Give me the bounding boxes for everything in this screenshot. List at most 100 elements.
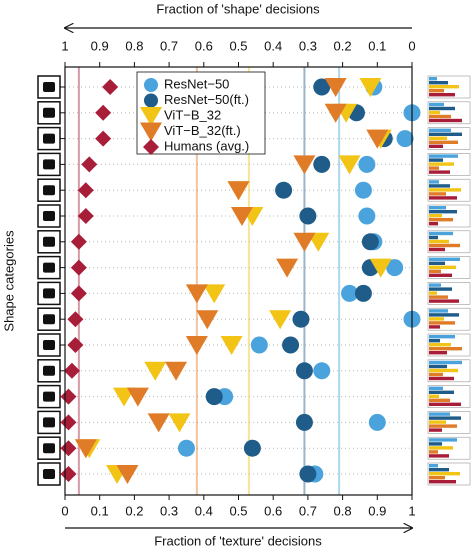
thumbnail-bar (429, 118, 462, 123)
point (361, 233, 379, 251)
thumbnail-bar (429, 446, 453, 450)
thumbnail-bar (429, 386, 443, 390)
thumbnail (427, 178, 471, 202)
thumbnail-bar (429, 420, 446, 424)
thumbnail-bar (429, 273, 452, 277)
category-icon-glyph (43, 469, 55, 479)
point (74, 439, 97, 459)
point (140, 107, 162, 126)
point (299, 465, 317, 483)
point (250, 336, 268, 354)
thumbnail-bar (429, 313, 459, 317)
x-tick-label: 1 (408, 503, 415, 518)
x2-tick-label: 0.8 (125, 38, 143, 53)
x-tick-label: 0.5 (229, 503, 247, 518)
point (220, 336, 243, 355)
x2-tick-label: 0.4 (264, 38, 282, 53)
x2-tick-label: 0.3 (299, 38, 317, 53)
thumbnail-bar (429, 102, 444, 107)
point (396, 130, 414, 148)
x2-tick-label: 0 (408, 38, 415, 53)
point (299, 207, 317, 225)
thumbnail-bar (429, 438, 457, 442)
thumbnail-bar (429, 243, 460, 248)
x2-tick-label: 0.2 (334, 38, 352, 53)
point (354, 181, 372, 199)
x2-tick-label: 0.5 (229, 38, 247, 53)
thumbnail-bar (429, 265, 456, 269)
thumbnail-bar (429, 398, 450, 402)
thumbnail (427, 230, 471, 254)
thumbnail-bar (429, 144, 443, 148)
thumbnail-bar (429, 235, 438, 240)
thumbnail-bar (429, 295, 448, 299)
thumbnail-bar (429, 154, 458, 158)
thumbnail (427, 462, 471, 486)
thumbnail (427, 101, 471, 125)
x-tick-label: 0.1 (91, 503, 109, 518)
point (276, 258, 299, 278)
thumbnail (427, 411, 471, 434)
thumbnail-bar (429, 77, 437, 81)
thumbnail-bar (429, 162, 454, 166)
thumbnail-bar (429, 347, 462, 351)
point (269, 310, 292, 330)
thumbnail-bar (429, 188, 461, 192)
point (292, 310, 310, 328)
thumbnail-bar (429, 368, 458, 373)
point (102, 79, 119, 95)
thumbnail-bar (429, 158, 443, 162)
thumbnail-bar (429, 180, 439, 184)
point (144, 93, 158, 108)
thumbnail (427, 359, 471, 383)
thumbnail (427, 282, 471, 305)
x2-tick-label: 0.7 (160, 38, 178, 53)
thumbnail-bar (429, 299, 459, 303)
thumbnail-bar (429, 257, 460, 261)
point (95, 104, 112, 121)
point (112, 387, 135, 407)
category-icon-glyph (43, 288, 55, 299)
thumbnail-bar (429, 360, 462, 365)
point (227, 181, 250, 201)
point (116, 465, 139, 484)
point (70, 285, 87, 302)
thumbnail-bar (429, 476, 445, 480)
point (295, 362, 313, 380)
point (185, 336, 208, 355)
thumbnail-bar (429, 106, 455, 111)
point (67, 311, 84, 328)
point (168, 413, 191, 433)
category-icon-glyph (43, 340, 55, 350)
thumbnail-bar (429, 218, 453, 222)
thumbnail-bar (429, 140, 458, 144)
point (60, 414, 77, 431)
point (230, 207, 253, 226)
thumbnail-bar (429, 247, 445, 252)
thumbnail-bar (429, 287, 452, 291)
legend-label: Humans (avg.) (164, 138, 249, 153)
point (338, 155, 361, 175)
point (126, 387, 149, 407)
legend-label: ViT−B_32(ft.) (164, 123, 241, 138)
x-tick-label: 0.2 (125, 503, 143, 518)
legend-label: ResNet−50(ft.) (164, 92, 249, 107)
point (63, 362, 80, 379)
thumbnail-bar (429, 283, 441, 287)
thumbnail-bar (429, 239, 449, 244)
x-tick-label: 0.8 (334, 503, 352, 518)
thumbnail-bar (429, 428, 442, 432)
point (293, 232, 316, 252)
point (140, 122, 162, 142)
category-icon-glyph (43, 314, 55, 325)
point (95, 130, 112, 147)
point (60, 466, 77, 482)
x-tick-label: 0.4 (195, 503, 213, 518)
category-icon-glyph (43, 391, 55, 402)
thumbnail-bar (429, 128, 451, 132)
thumbnail-bar (429, 468, 449, 472)
point (307, 232, 330, 252)
plot-frame (64, 66, 413, 496)
point (282, 336, 300, 354)
thumbnail-bar (429, 317, 444, 321)
